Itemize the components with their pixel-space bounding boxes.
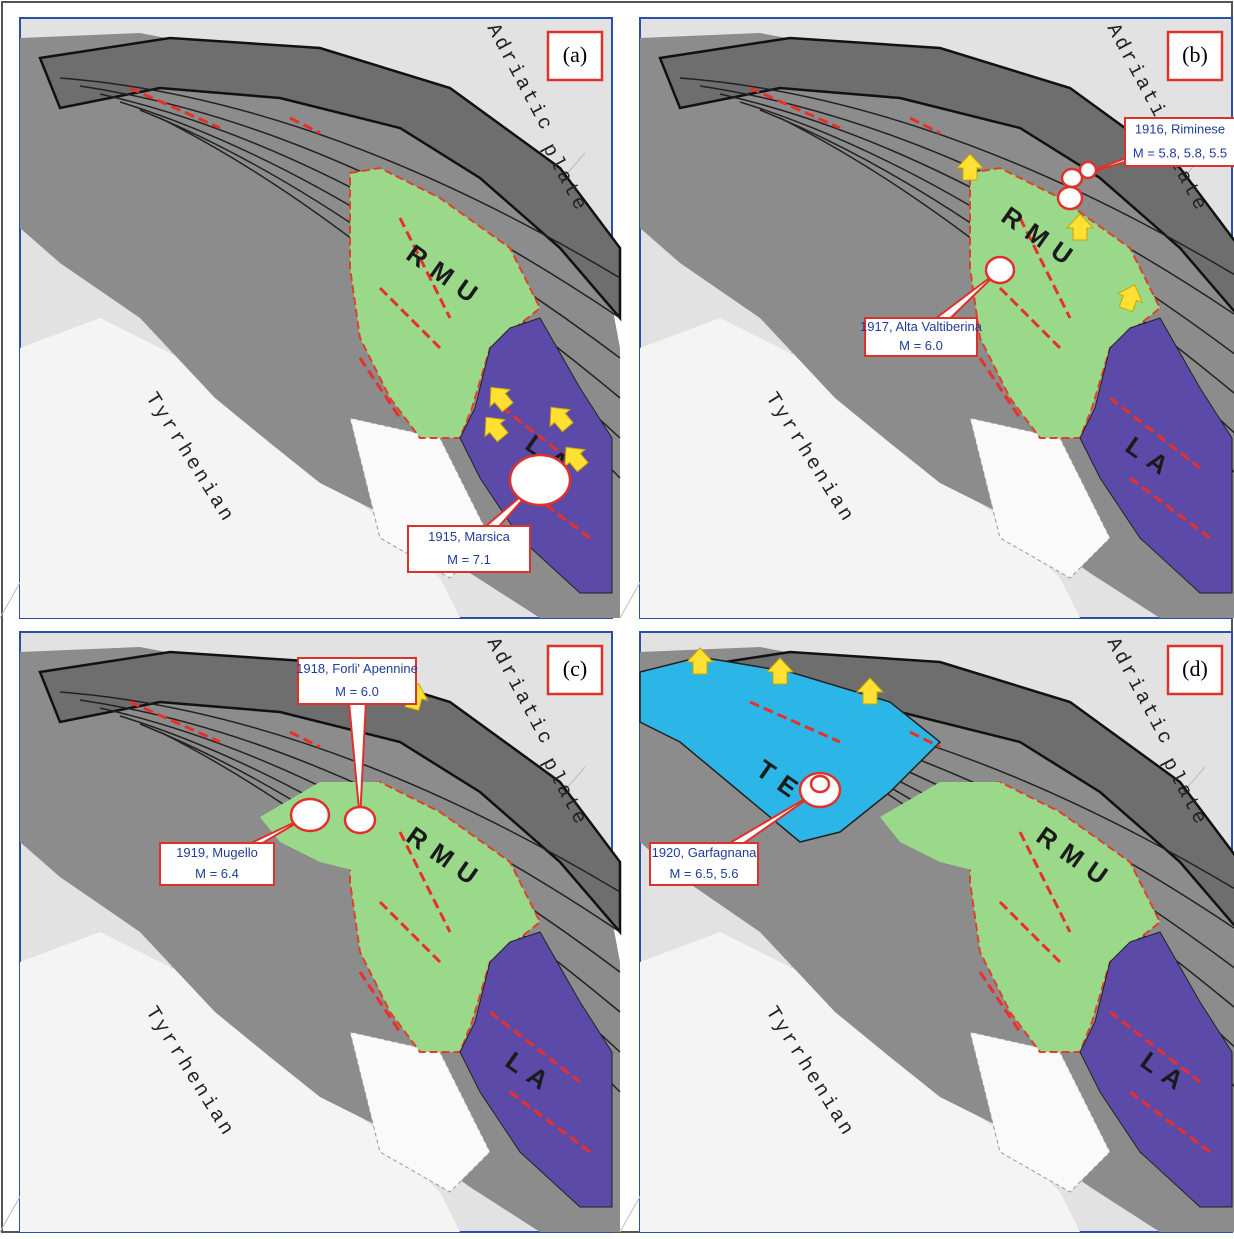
thrust-front	[59, 691, 621, 893]
thrust-front	[679, 77, 1234, 276]
sea	[20, 932, 460, 1232]
fault	[1129, 1090, 1211, 1154]
fault	[1109, 396, 1201, 470]
sea	[640, 318, 1080, 618]
slip-arrow	[855, 677, 885, 705]
map-panel: AdriaticplateTyrrhenianRMULA1915, Marsic…	[0, 17, 622, 619]
callout-box	[1124, 117, 1234, 167]
slip-arrow	[765, 657, 795, 685]
sea	[640, 932, 1080, 1232]
callout-box	[407, 525, 531, 573]
sea	[20, 318, 460, 618]
thrust-front	[699, 85, 1234, 315]
fault	[749, 86, 841, 130]
epicenter	[984, 255, 1016, 285]
callout-text: M = 6.5, 5.6	[669, 866, 738, 881]
fault	[398, 831, 452, 933]
land	[20, 647, 620, 1232]
slip-arrow	[549, 406, 574, 433]
panel-label: (a)	[563, 42, 587, 67]
fault	[1129, 476, 1211, 540]
callout-text: M = 5.8, 5.8, 5.5	[1133, 145, 1227, 160]
slip-arrow	[1116, 284, 1144, 313]
callout-box	[649, 842, 759, 886]
callout-text: 1920, Garfagnana	[652, 845, 758, 860]
land	[20, 33, 620, 618]
panel-label: (d)	[1182, 656, 1208, 681]
thrust-front	[79, 699, 621, 933]
slip-arrow	[564, 446, 589, 473]
fault	[489, 1010, 581, 1084]
basin-hatch	[969, 1031, 1111, 1193]
basin-hatch	[349, 1031, 491, 1193]
rmu-unit	[349, 166, 542, 439]
callout-text: 1919, Mugello	[176, 845, 258, 860]
thrust-belt	[38, 36, 622, 322]
rmu-unit	[969, 780, 1162, 1053]
fault	[129, 700, 221, 744]
callout-text: M = 6.0	[899, 338, 943, 353]
epicenter	[1078, 160, 1098, 180]
slip-arrow	[1065, 213, 1095, 241]
panel-label-box	[1166, 644, 1224, 696]
fault	[1109, 1010, 1201, 1084]
callout-box	[297, 657, 417, 705]
fault	[978, 357, 1022, 419]
panel-label: (c)	[563, 656, 587, 681]
panel-label-box	[546, 30, 604, 82]
fault	[978, 971, 1022, 1033]
slip-arrow	[685, 647, 715, 675]
fault	[289, 730, 321, 749]
fault	[1018, 217, 1072, 319]
callout-text: M = 7.1	[447, 552, 491, 567]
callout-text: 1917, Alta Valtiberina	[860, 319, 983, 334]
callout-text: 1915, Marsica	[428, 529, 510, 544]
callout-text: 1916, Riminese	[1135, 121, 1225, 136]
basin-hatch	[969, 417, 1111, 579]
fault	[509, 1090, 591, 1154]
fault	[909, 730, 941, 749]
slip-arrow	[484, 416, 509, 443]
thrust-front	[59, 77, 621, 279]
panel-label-box	[546, 644, 604, 696]
epicenter	[809, 774, 831, 794]
epicenter	[508, 453, 572, 507]
thrust-front	[79, 85, 621, 319]
fault	[129, 86, 221, 130]
fault	[398, 217, 452, 319]
epicenter	[1056, 185, 1084, 211]
slip-arrow	[955, 153, 985, 181]
callout-text: M = 6.0	[335, 684, 379, 699]
epicenter	[343, 805, 377, 835]
epicenter	[289, 797, 331, 833]
fault	[909, 116, 941, 135]
panel-label-box	[1166, 30, 1224, 82]
callout-text: 1918, Forli' Apennine	[296, 661, 418, 676]
callout-box	[159, 842, 275, 886]
fault	[749, 700, 841, 744]
panel-label: (b)	[1182, 42, 1208, 67]
fault	[358, 357, 402, 419]
rmu-unit	[349, 780, 542, 1053]
callout-box	[864, 317, 978, 357]
fault	[358, 971, 402, 1033]
slip-arrow	[489, 386, 514, 413]
fault	[1018, 831, 1072, 933]
fault	[289, 116, 321, 135]
callout-text: M = 6.4	[195, 866, 239, 881]
rmu-unit-west	[880, 782, 1000, 872]
thrust-belt	[658, 36, 1234, 313]
